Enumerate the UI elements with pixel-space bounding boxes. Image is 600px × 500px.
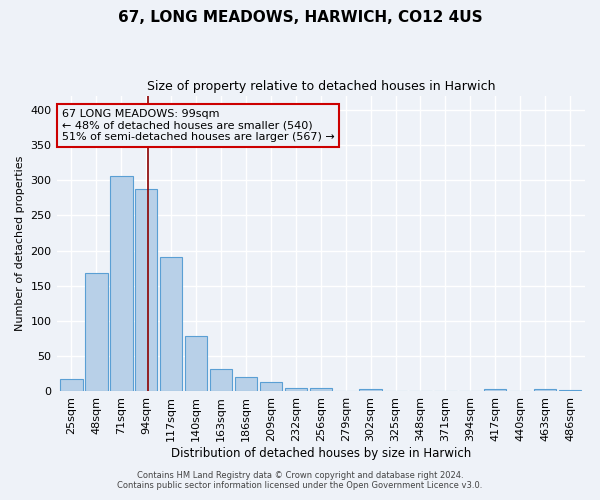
Bar <box>359 388 382 392</box>
Title: Size of property relative to detached houses in Harwich: Size of property relative to detached ho… <box>146 80 495 93</box>
Bar <box>210 369 232 392</box>
Bar <box>260 382 282 392</box>
Text: Contains HM Land Registry data © Crown copyright and database right 2024.
Contai: Contains HM Land Registry data © Crown c… <box>118 470 482 490</box>
Text: 67 LONG MEADOWS: 99sqm
← 48% of detached houses are smaller (540)
51% of semi-de: 67 LONG MEADOWS: 99sqm ← 48% of detached… <box>62 109 335 142</box>
X-axis label: Distribution of detached houses by size in Harwich: Distribution of detached houses by size … <box>170 447 471 460</box>
Bar <box>484 390 506 392</box>
Bar <box>284 388 307 392</box>
Bar <box>534 390 556 392</box>
Y-axis label: Number of detached properties: Number of detached properties <box>15 156 25 331</box>
Bar <box>135 188 157 392</box>
Bar <box>160 257 182 392</box>
Bar <box>110 176 133 392</box>
Bar <box>185 336 208 392</box>
Bar <box>310 388 332 392</box>
Text: 67, LONG MEADOWS, HARWICH, CO12 4US: 67, LONG MEADOWS, HARWICH, CO12 4US <box>118 10 482 25</box>
Bar <box>559 390 581 392</box>
Bar <box>85 273 107 392</box>
Bar <box>235 378 257 392</box>
Bar <box>60 380 83 392</box>
